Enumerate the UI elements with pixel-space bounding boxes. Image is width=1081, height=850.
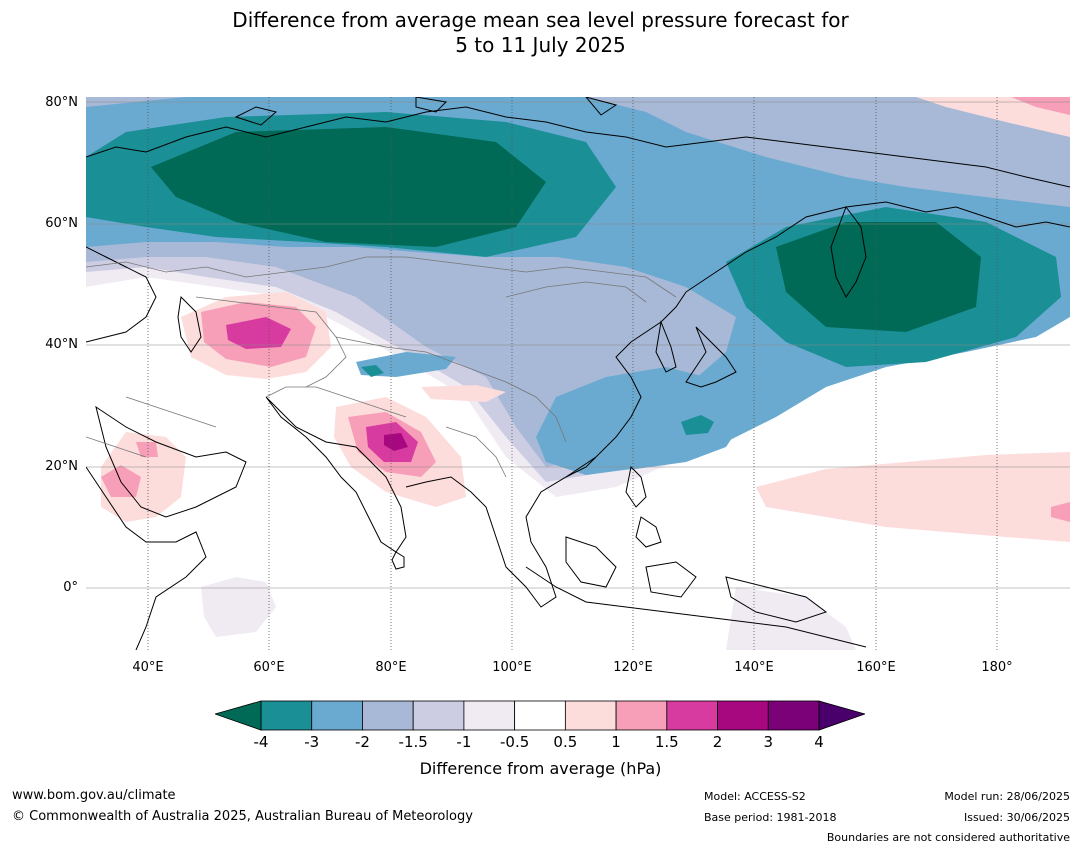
colorbar-segment [463, 700, 516, 731]
lat-label-0: 0° [63, 580, 78, 595]
colorbar-tick-label: -1.5 [398, 733, 428, 751]
colorbar-tick-label: 0.5 [553, 733, 578, 751]
anomaly-pos-05-arabia [101, 432, 186, 522]
colorbar-tick-label: 4 [814, 733, 824, 751]
colorbar [215, 700, 865, 731]
map-svg [86, 97, 1070, 650]
anomaly-pos-1-arctic [1011, 97, 1070, 115]
colorbar-tick-label: -0.5 [499, 733, 530, 751]
colorbar-segment [362, 700, 414, 731]
lon-label-60e: 60°E [253, 660, 285, 675]
longitude-gridlines [147, 97, 998, 650]
anomaly-neg-3-east-sea [681, 415, 714, 435]
anomaly-neg-4-east [776, 222, 981, 332]
lat-label-80n: 80°N [45, 95, 78, 110]
pressure-anomaly-map [86, 97, 1070, 650]
colorbar-segment [666, 700, 718, 731]
anomaly-neg-05-south [201, 577, 276, 637]
anomaly-pos-05-pacific [756, 452, 1070, 542]
coastlines [86, 97, 1070, 650]
title-line-2: 5 to 11 July 2025 [455, 33, 626, 57]
lat-label-40n: 40°N [45, 337, 78, 352]
colorbar-segment [564, 700, 617, 731]
lon-label-160e: 160°E [856, 660, 896, 675]
colorbar-under-arrow [215, 700, 262, 731]
anomaly-pos-05-arctic [916, 97, 1070, 137]
colorbar-segment [767, 700, 820, 731]
footer-base-period: Base period: 1981-2018 [704, 811, 837, 824]
colorbar-tick-label: -2 [354, 733, 370, 751]
colorbar-segments [260, 700, 820, 731]
footer-issued: Issued: 30/06/2025 [963, 811, 1070, 824]
colorbar-segment [717, 700, 769, 731]
anomaly-neg-2-east-sea [536, 367, 746, 472]
title-line-1: Difference from average mean sea level p… [232, 8, 849, 32]
footer-copyright: © Commonwealth of Australia 2025, Austra… [12, 809, 473, 824]
footer-model: Model: ACCESS-S2 [704, 790, 806, 803]
lon-label-180: 180° [981, 660, 1013, 675]
anomaly-neg-05-south2 [726, 587, 856, 650]
footer-url[interactable]: www.bom.gov.au/climate [12, 788, 176, 803]
colorbar-segment [615, 700, 668, 731]
anomaly-neg-3-himalaya [361, 365, 384, 377]
footer-model-run: Model run: 28/06/2025 [944, 790, 1070, 803]
lon-label-140e: 140°E [734, 660, 774, 675]
anomaly-pos-05-seasia [421, 385, 506, 402]
anomaly-pos-2-india [384, 433, 408, 451]
lon-label-100e: 100°E [492, 660, 532, 675]
colorbar-tick-label: 3 [763, 733, 774, 751]
lon-label-80e: 80°E [375, 660, 407, 675]
colorbar-over-arrow [818, 700, 865, 731]
colorbar-segment [260, 700, 313, 731]
anomaly-pos-1-arabia-small [136, 442, 158, 457]
lon-label-120e: 120°E [613, 660, 653, 675]
colorbar-tick-label: 1.5 [654, 733, 679, 751]
colorbar-tick-label: -4 [253, 733, 269, 751]
lat-label-20n: 20°N [45, 459, 78, 474]
colorbar-tick-label: 1 [611, 733, 621, 751]
colorbar-label: Difference from average (hPa) [419, 759, 662, 778]
colorbar-tick-label: -1 [456, 733, 472, 751]
map-title: Difference from average mean sea level p… [0, 8, 1081, 58]
colorbar-tick-label: -3 [304, 733, 320, 751]
lat-label-60n: 60°N [45, 216, 78, 231]
country-borders [86, 256, 677, 478]
anomaly-pos-1-pacific-edge [1051, 502, 1070, 522]
footer-disclaimer: Boundaries are not considered authoritat… [826, 831, 1070, 844]
colorbar-segment [311, 700, 363, 731]
latitude-gridlines [86, 101, 1070, 589]
anomaly-pos-15-central-asia [226, 317, 291, 349]
colorbar-segment [412, 700, 465, 731]
colorbar-tick-label: 2 [712, 733, 723, 751]
anomaly-neg-4-north [151, 127, 546, 247]
lon-label-40e: 40°E [132, 660, 164, 675]
colorbar-segment [514, 700, 566, 731]
